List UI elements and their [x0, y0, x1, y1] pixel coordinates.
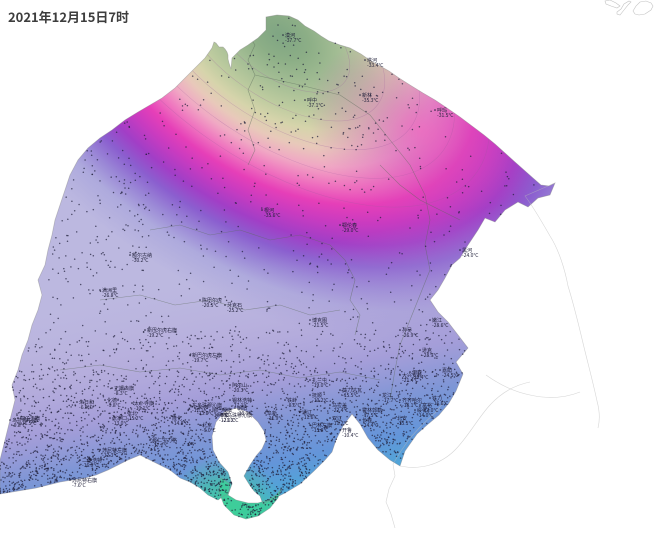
svg-text:-33.4°C: -33.4°C	[367, 62, 384, 69]
svg-text:-16.6°C: -16.6°C	[432, 400, 449, 407]
svg-text:-12.6°C: -12.6°C	[219, 417, 236, 424]
svg-text:-22.4°C: -22.4°C	[332, 407, 349, 414]
svg-text:-19.7°C: -19.7°C	[192, 357, 209, 364]
svg-text:-9.8°C: -9.8°C	[12, 422, 26, 429]
svg-text:-37.7°C: -37.7°C	[285, 37, 302, 44]
svg-text:-24.0°C: -24.0°C	[462, 252, 479, 259]
svg-text:-9.0°C: -9.0°C	[202, 427, 216, 434]
svg-text:-21.5°C: -21.5°C	[312, 322, 329, 329]
svg-text:-24.5°C: -24.5°C	[442, 372, 459, 379]
svg-text:-13.6°C: -13.6°C	[197, 410, 214, 417]
svg-text:-14.4°C: -14.4°C	[362, 422, 379, 429]
svg-text:-9.8°C: -9.8°C	[107, 402, 121, 409]
svg-text:-29.0°C: -29.0°C	[342, 227, 359, 234]
svg-text:-19.2°C: -19.2°C	[147, 332, 164, 339]
svg-text:-20.5°C: -20.5°C	[202, 302, 219, 309]
svg-text:-15.2°C: -15.2°C	[127, 415, 144, 422]
svg-text:-25.2°C: -25.2°C	[227, 307, 244, 314]
svg-text:-26.9°C: -26.9°C	[402, 332, 419, 339]
svg-text:-13.1°C: -13.1°C	[397, 420, 414, 427]
svg-text:-17.7°C: -17.7°C	[382, 397, 399, 404]
svg-text:-17.7°C: -17.7°C	[152, 442, 169, 449]
svg-text:-10.2°C: -10.2°C	[312, 397, 329, 404]
svg-text:-37.1°C: -37.1°C	[307, 102, 324, 109]
svg-text:-28.7°C: -28.7°C	[422, 352, 439, 359]
svg-text:-31.5°C: -31.5°C	[437, 112, 454, 119]
svg-text:-11.2°C: -11.2°C	[332, 420, 349, 427]
svg-text:-15.5°C: -15.5°C	[342, 392, 359, 399]
svg-text:-12.3°C: -12.3°C	[102, 452, 119, 459]
svg-text:-21.4°C: -21.4°C	[402, 377, 419, 384]
svg-text:-26.8°C: -26.8°C	[102, 292, 119, 299]
svg-text:-8.3°C: -8.3°C	[114, 390, 128, 397]
svg-text:-10.4°C: -10.4°C	[342, 432, 359, 439]
svg-text:-14.8°C: -14.8°C	[172, 420, 189, 427]
svg-text:-14.0°C: -14.0°C	[417, 412, 434, 419]
svg-text:-35.6°C: -35.6°C	[264, 212, 281, 219]
svg-text:-15.8°C: -15.8°C	[312, 427, 329, 434]
svg-text:-16.9°C: -16.9°C	[82, 462, 99, 469]
svg-text:-11.6°C: -11.6°C	[302, 414, 319, 421]
svg-text:-35.3°C: -35.3°C	[362, 97, 379, 104]
svg-text:-28.6°C: -28.6°C	[432, 322, 449, 329]
svg-text:-20.3°C: -20.3°C	[232, 387, 249, 394]
svg-text:-7.6°C: -7.6°C	[72, 482, 86, 489]
svg-text:-30.2°C: -30.2°C	[132, 257, 149, 264]
svg-text:-11.9°C: -11.9°C	[267, 415, 284, 422]
svg-text:-8.6°C: -8.6°C	[287, 402, 301, 409]
svg-text:-13.0°C: -13.0°C	[112, 420, 129, 427]
svg-text:-10.9°C: -10.9°C	[237, 410, 254, 417]
svg-text:-19.0°C: -19.0°C	[312, 382, 329, 389]
svg-text:-6.8°C: -6.8°C	[79, 404, 93, 411]
